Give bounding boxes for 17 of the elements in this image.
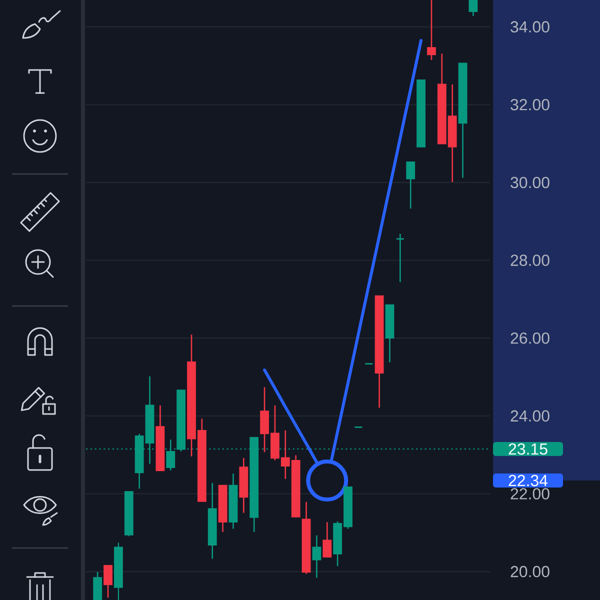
- candlestick: [468, 0, 478, 17]
- text: 22.34: [508, 474, 548, 486]
- candlestick: [104, 565, 112, 598]
- y-tick-label: 34.00: [510, 21, 550, 32]
- ref-line-label: 23.15: [508, 443, 548, 455]
- candlestick: [322, 522, 332, 558]
- y-tick-label: 22.00: [510, 488, 550, 500]
- candlestick: [396, 233, 405, 283]
- y-tick-label: 24.00: [510, 410, 550, 422]
- y-tick-label: 28.00: [510, 254, 550, 266]
- y-tick-label: 20.00: [510, 566, 550, 578]
- candlestick: [427, 0, 436, 61]
- y-tick-label: 26.00: [510, 332, 550, 344]
- y-tick-label: 32.00: [510, 99, 550, 110]
- candlestick: [406, 162, 416, 210]
- y-tick-label: 30.00: [510, 176, 550, 188]
- candlestick: [312, 534, 322, 578]
